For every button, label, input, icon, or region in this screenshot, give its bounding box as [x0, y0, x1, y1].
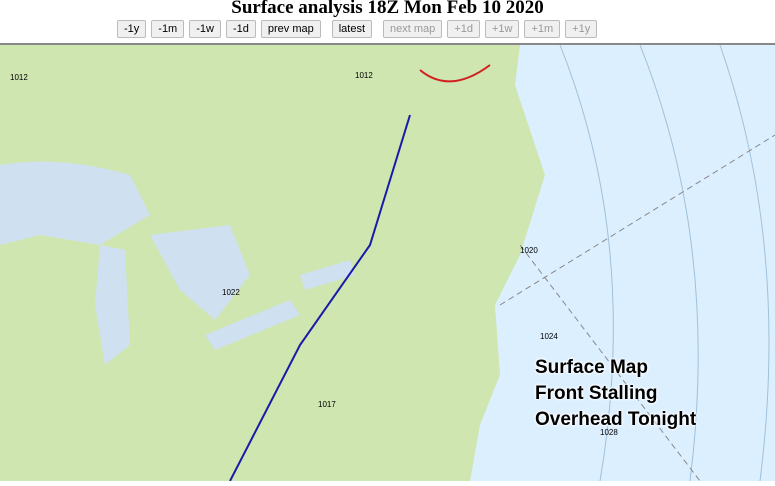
- pressure-label: 1017: [318, 400, 336, 409]
- lake-erie: [205, 300, 300, 350]
- pressure-label: 1022: [222, 288, 240, 297]
- minus-1w-button[interactable]: -1w: [189, 20, 221, 38]
- minus-1y-button[interactable]: -1y: [117, 20, 147, 38]
- caption-line: Overhead Tonight: [535, 409, 697, 430]
- plus-1d-button[interactable]: +1d: [447, 20, 480, 38]
- latest-button[interactable]: latest: [331, 20, 373, 38]
- pressure-label: 1012: [10, 73, 28, 82]
- lake-michigan: [95, 245, 130, 365]
- plus-1m-button[interactable]: +1m: [524, 20, 561, 38]
- warm-front: [419, 64, 491, 83]
- caption-line: Surface Map: [535, 357, 648, 378]
- pressure-label: 1012: [355, 71, 373, 80]
- surface-map: 1012 1012 1020 1024 1028 1017 1022 Surfa…: [0, 43, 775, 482]
- lake-huron: [150, 225, 250, 320]
- minus-1d-button[interactable]: -1d: [225, 20, 256, 38]
- plus-1w-button[interactable]: +1w: [484, 20, 520, 38]
- land: [0, 45, 545, 481]
- next-map-button[interactable]: next map: [383, 20, 443, 38]
- lake-superior: [0, 161, 150, 245]
- minus-1m-button[interactable]: -1m: [151, 20, 185, 38]
- lake-ontario: [300, 260, 355, 290]
- map-caption: Surface Map Front Stalling Overhead Toni…: [535, 355, 696, 433]
- cold-front: [229, 114, 411, 482]
- prev-map-button[interactable]: prev map: [260, 20, 321, 38]
- map-image: 1012 1012 1020 1024 1028 1017 1022: [0, 44, 775, 482]
- pressure-label: 1020: [520, 246, 538, 255]
- pressure-label: 1024: [540, 332, 558, 341]
- pressure-label: 1028: [600, 428, 618, 437]
- caption-line: Front Stalling: [535, 383, 658, 404]
- page-title: Surface analysis 18Z Mon Feb 10 2020: [231, 0, 544, 18]
- plus-1y-button[interactable]: +1y: [565, 20, 598, 38]
- map-navigation: -1y -1m -1w -1d prev map latest next map…: [117, 20, 598, 38]
